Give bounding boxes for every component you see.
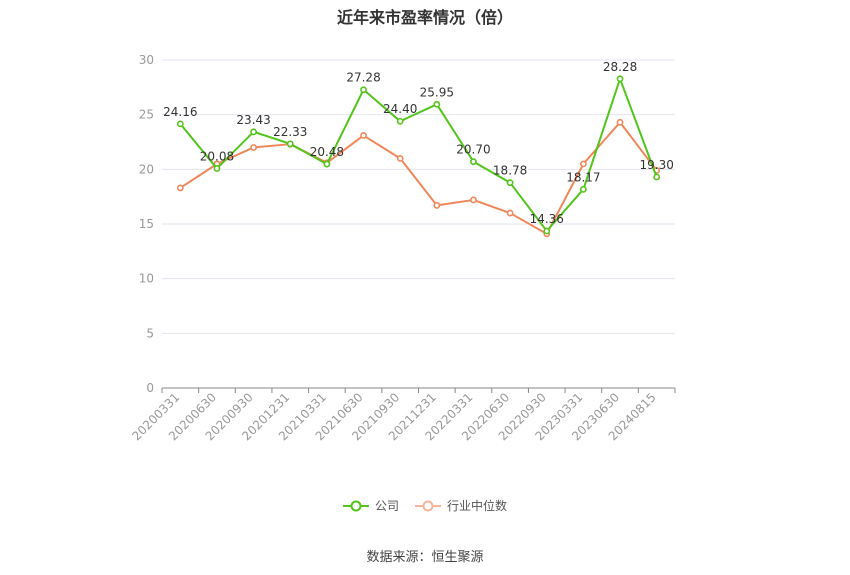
legend-swatch-industry-median — [415, 500, 441, 511]
data-point-company — [176, 120, 184, 128]
data-label: 24.16 — [163, 105, 197, 119]
data-point-industry-median — [433, 202, 441, 209]
data-point-company — [506, 179, 514, 187]
source-note: 数据来源：恒生聚源 — [366, 550, 484, 565]
data-label: 20.48 — [310, 145, 344, 159]
y-tick-label: 20 — [139, 162, 154, 176]
y-tick-label: 30 — [139, 53, 154, 67]
data-point-company — [396, 117, 404, 125]
data-point-company — [433, 100, 441, 108]
data-point-company — [616, 75, 624, 83]
data-point-company — [360, 86, 367, 94]
data-point-industry-median — [396, 154, 404, 162]
data-label: 14.36 — [530, 212, 564, 226]
data-label: 20.08 — [200, 149, 234, 163]
legend-swatch-company — [342, 500, 369, 511]
series-line-industry-median — [179, 121, 658, 235]
data-label: 20.70 — [456, 143, 490, 157]
data-point-company — [250, 128, 258, 136]
data-point-industry-median — [176, 184, 184, 192]
gridlines — [162, 59, 675, 334]
legend-item-industry-median[interactable]: 行业中位数 — [415, 497, 507, 514]
data-label: 18.78 — [493, 164, 527, 178]
y-tick-label: 10 — [139, 272, 154, 286]
chart-title: 近年来市盈率情况（倍） — [336, 8, 513, 27]
data-point-industry-median — [506, 209, 514, 217]
data-label: 23.43 — [236, 113, 270, 127]
y-tick-label: 25 — [139, 108, 154, 122]
data-label: 22.33 — [273, 125, 307, 139]
data-point-company — [579, 185, 587, 193]
data-point-company — [286, 140, 294, 148]
y-tick-label: 0 — [146, 381, 154, 395]
legend-label-industry-median: 行业中位数 — [447, 499, 508, 513]
data-point-industry-median — [360, 132, 367, 139]
legend-item-company[interactable]: 公司 — [342, 497, 399, 514]
data-point-industry-median — [470, 196, 477, 204]
series — [176, 75, 661, 238]
y-tick-label: 15 — [139, 217, 154, 231]
data-point-company — [323, 160, 331, 168]
data-label: 27.28 — [346, 71, 380, 85]
data-point-industry-median — [616, 118, 624, 126]
data-label: 18.17 — [566, 170, 600, 184]
y-tick-label: 5 — [146, 326, 154, 340]
data-point-industry-median — [579, 160, 587, 168]
data-label: 19.30 — [639, 158, 673, 172]
legend: 公司 行业中位数 — [0, 497, 850, 514]
data-label: 25.95 — [420, 85, 454, 99]
data-point-company — [470, 158, 477, 166]
data-label: 28.28 — [603, 60, 637, 74]
data-point-company — [653, 173, 661, 181]
data-point-company — [213, 165, 221, 172]
legend-label-company: 公司 — [374, 499, 399, 513]
data-point-industry-median — [250, 144, 258, 151]
data-point-company — [543, 227, 551, 235]
data-label: 24.40 — [383, 102, 417, 116]
series-line-company — [179, 77, 658, 232]
